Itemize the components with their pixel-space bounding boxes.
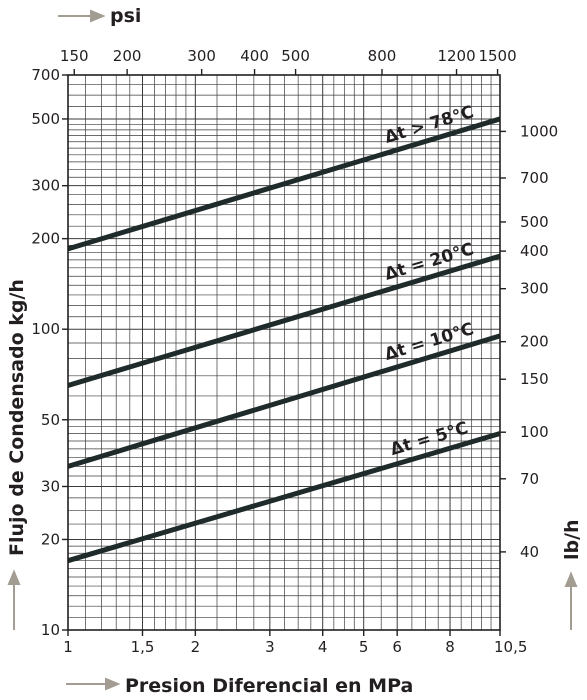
y-tick-label: 10 (41, 621, 60, 639)
y-tick-label: 30 (41, 477, 60, 495)
top-tick-label: 1200 (437, 47, 475, 65)
right-tick-label: 40 (520, 543, 539, 561)
series-line (67, 116, 501, 252)
x-tick-label: 8 (445, 638, 455, 656)
plot-frame (67, 74, 501, 631)
x-tick-label: 4 (318, 638, 328, 656)
x-tick-label: 6 (392, 638, 402, 656)
right-tick-label: 400 (520, 242, 549, 260)
right-tick-label: 700 (520, 169, 549, 187)
y-tick-label: 20 (41, 530, 60, 548)
y-tick-label: 200 (31, 230, 60, 248)
right-axis-arrow (564, 571, 578, 630)
x-axis-title: Presion Diferencial en MPa (125, 675, 413, 697)
top-tick-label: 150 (60, 47, 89, 65)
grid (68, 75, 500, 630)
y-axis-arrow (7, 569, 21, 630)
right-axis-title: lb/h (561, 519, 583, 560)
right-tick-label: 150 (520, 370, 549, 388)
y-tick-label: 500 (31, 110, 60, 128)
right-tick-label: 300 (520, 280, 549, 298)
x-tick-label: 3 (265, 638, 275, 656)
series-labels: Δt > 78°CΔt = 20°CΔt = 10°CΔt = 5°C (382, 102, 476, 460)
series-line (67, 333, 501, 469)
top-axis-arrow (58, 9, 106, 23)
top-tick-label: 200 (113, 47, 142, 65)
x-tick-label: 2 (191, 638, 201, 656)
right-tick-label: 500 (520, 213, 549, 231)
right-tick-label: 1000 (520, 122, 558, 140)
top-tick-label: 800 (368, 47, 397, 65)
top-tick-label: 400 (240, 47, 269, 65)
tick-labels: 1 1,5 2 3 4 5 6 8 10,510203050100200300500700150… (31, 47, 558, 656)
y-axis-title: Flujo de Condensado kg/h (6, 279, 28, 556)
top-tick-label: 1500 (478, 47, 516, 65)
x-axis-arrow (66, 677, 121, 691)
right-tick-label: 100 (520, 423, 549, 441)
series-line (67, 431, 501, 564)
x-tick-label: 1 (63, 638, 73, 656)
right-tick-label: 70 (520, 470, 539, 488)
y-tick-label: 50 (41, 411, 60, 429)
right-tick-label: 200 (520, 333, 549, 351)
top-axis-title: psi (110, 5, 141, 27)
y-tick-label: 300 (31, 177, 60, 195)
series-lines (67, 116, 501, 564)
y-tick-label: 100 (31, 320, 60, 338)
x-tick-label: 10,5 (494, 638, 527, 656)
top-tick-label: 500 (281, 47, 310, 65)
x-tick-label: 1,5 (131, 638, 155, 656)
top-tick-label: 300 (187, 47, 216, 65)
series-line (67, 253, 501, 388)
x-tick-label: 5 (359, 638, 369, 656)
y-tick-label: 700 (31, 66, 60, 84)
